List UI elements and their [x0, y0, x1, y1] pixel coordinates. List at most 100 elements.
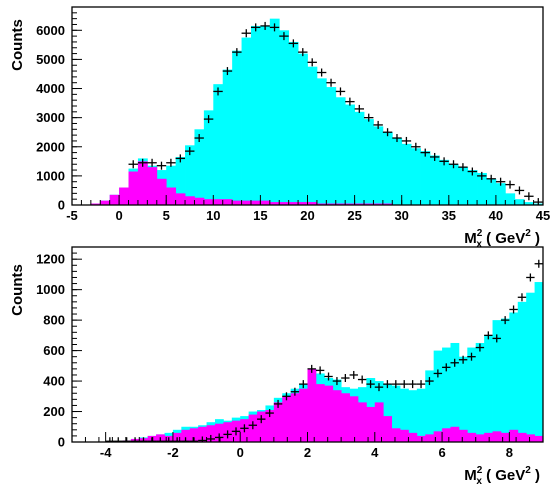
- plot-area: [105, 259, 551, 442]
- background-bar: [366, 406, 376, 442]
- data-point: [316, 68, 327, 77]
- data-point: [475, 343, 485, 352]
- data-point: [500, 316, 510, 325]
- background-bar: [382, 203, 393, 205]
- data-point: [298, 48, 308, 57]
- simulation-bar: [364, 119, 374, 205]
- data-point: [315, 366, 325, 375]
- plot-area: [90, 18, 543, 205]
- x-tick-label: 45: [536, 208, 550, 223]
- data-point: [241, 29, 251, 38]
- background-bar: [509, 429, 519, 442]
- simulation-bar: [486, 178, 497, 205]
- background-bar: [298, 202, 308, 205]
- data-point: [345, 97, 355, 106]
- simulation-bar: [373, 126, 384, 205]
- background-bar: [324, 385, 334, 442]
- x-axis-label-close: ): [531, 467, 540, 484]
- y-tick-label: 200: [43, 404, 65, 419]
- simulation-bar: [477, 172, 487, 205]
- data-point: [374, 383, 384, 392]
- data-point: [492, 334, 501, 343]
- data-point: [248, 421, 258, 430]
- data-point: [477, 171, 487, 180]
- x-tick-label: 2: [304, 445, 311, 460]
- background-bar: [416, 435, 426, 442]
- data-point: [269, 23, 280, 32]
- data-point: [382, 128, 393, 137]
- background-bar: [332, 390, 342, 442]
- data-point: [222, 67, 233, 76]
- simulation-bar: [505, 193, 516, 205]
- x-tick-label: 30: [394, 208, 408, 223]
- data-point: [147, 158, 157, 167]
- x-tick-label: 8: [506, 445, 513, 460]
- data-point: [223, 430, 232, 439]
- x-tick-label: 25: [347, 208, 361, 223]
- simulation-bar: [354, 111, 365, 205]
- x-tick-label: -5: [66, 208, 78, 223]
- simulation-bar: [185, 145, 195, 205]
- data-point: [250, 23, 261, 32]
- data-point: [467, 352, 476, 361]
- simulation-bar: [458, 167, 469, 205]
- background-bar: [484, 432, 493, 442]
- data-point: [364, 113, 374, 122]
- simulation-bar: [484, 335, 493, 442]
- y-tick-label: 3000: [36, 110, 65, 125]
- simulation-bar: [475, 342, 485, 442]
- data-point: [147, 437, 157, 442]
- data-point: [265, 409, 274, 418]
- background-bar: [408, 432, 418, 442]
- background-bar: [189, 428, 199, 442]
- background-bar: [241, 200, 252, 205]
- data-point: [543, 263, 551, 271]
- simulation-bar: [345, 104, 355, 205]
- simulation-bar: [241, 37, 252, 205]
- background-bar: [109, 194, 120, 205]
- x-tick-label: 0: [237, 445, 244, 460]
- data-point: [383, 380, 392, 389]
- x-tick-label: 15: [253, 208, 267, 223]
- background-bar: [450, 426, 460, 442]
- data-point: [401, 136, 412, 145]
- x-tick-label: 20: [300, 208, 314, 223]
- background-bar: [290, 393, 300, 442]
- panel-2: -4 -2 0 2 4 6 8 0 200 400 600 800 1000 1200 Counts M2 x …: [9, 246, 551, 487]
- background-bar: [299, 388, 308, 442]
- y-axis-label: Counts: [9, 19, 26, 71]
- background-bar: [265, 410, 275, 442]
- simulation-bar: [408, 390, 418, 442]
- data-point: [357, 375, 367, 384]
- y-tick-label: 800: [43, 313, 65, 328]
- background-bar: [458, 429, 468, 442]
- simulation-bar: [383, 384, 393, 442]
- simulation-bar: [175, 156, 186, 205]
- data-point: [411, 142, 421, 151]
- y-tick-label: 1200: [36, 252, 65, 267]
- background-bar: [279, 202, 290, 205]
- background-bar: [100, 200, 111, 205]
- data-point: [175, 154, 186, 163]
- background-bar: [391, 428, 401, 442]
- simulation-bar: [439, 159, 450, 205]
- data-point: [114, 437, 123, 442]
- background-bar: [260, 200, 271, 205]
- background-bar: [156, 178, 167, 205]
- background-bar: [213, 199, 224, 205]
- simulation-bar: [495, 183, 506, 205]
- background-bar: [269, 202, 280, 205]
- background-bar: [433, 431, 443, 442]
- y-tick-label: 1000: [36, 282, 65, 297]
- y-axis-label: Counts: [9, 264, 26, 316]
- data-point: [324, 372, 333, 381]
- background-bar: [175, 193, 186, 205]
- background-bar: [500, 432, 510, 442]
- data-point: [156, 437, 165, 442]
- simulation-bar: [458, 356, 468, 442]
- data-point: [137, 158, 148, 167]
- data-point: [439, 157, 449, 166]
- simulation-bar: [203, 110, 214, 205]
- simulation-bar: [279, 30, 290, 205]
- data-point: [354, 104, 365, 113]
